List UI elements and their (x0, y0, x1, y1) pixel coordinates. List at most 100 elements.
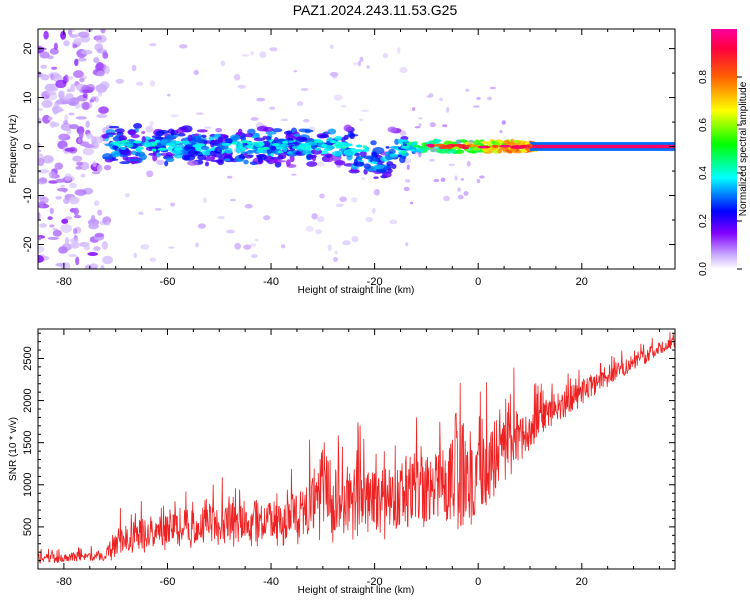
spectral-blob (49, 207, 54, 215)
spectral-blob (389, 153, 398, 158)
spectral-blob (480, 145, 487, 149)
spectral-blob (355, 149, 364, 153)
spectral-blob (256, 125, 269, 132)
spectral-blob (55, 79, 67, 89)
spectral-blob (76, 161, 83, 166)
spectral-blob (140, 244, 150, 250)
spectral-blob (334, 160, 346, 166)
spectral-blob (80, 173, 86, 178)
spectral-blob (427, 145, 435, 148)
spectral-blob (133, 122, 143, 129)
spectral-blob (55, 196, 62, 200)
spectral-blob (58, 90, 65, 100)
spectral-blob (309, 154, 318, 158)
spectral-blob (243, 244, 252, 250)
spectral-blob (98, 106, 109, 114)
spectral-blob (177, 132, 186, 137)
spectral-blob (166, 142, 176, 146)
spectral-blob (85, 120, 90, 128)
spectral-blob (486, 141, 492, 146)
spectral-blob (503, 140, 508, 145)
spectral-blob (154, 136, 164, 141)
spectral-blob (96, 70, 105, 77)
spectral-blob (88, 222, 99, 230)
spectral-blob (472, 105, 480, 108)
spectral-blob (373, 176, 379, 180)
spectral-blob (418, 123, 422, 127)
spectral-blob (329, 44, 334, 50)
spectral-blob (237, 84, 246, 89)
spectral-blob (457, 194, 464, 200)
spectral-blob (187, 150, 199, 157)
spectral-blob (385, 146, 390, 149)
spectral-blob (362, 148, 370, 152)
spectral-blob (38, 149, 42, 153)
spectral-blob (335, 203, 344, 207)
spectral-blob (440, 177, 446, 182)
colorbar-label: Normalized spectral amplitude (738, 81, 749, 216)
spectral-blob (433, 139, 441, 143)
spectral-blob (168, 246, 175, 249)
spectral-blob (39, 201, 45, 208)
spectral-blob (115, 78, 125, 84)
spectral-blob (38, 107, 43, 112)
spectral-blob (43, 30, 49, 40)
spectral-blob (244, 203, 253, 209)
spectral-blob (196, 129, 208, 133)
spectral-blob (145, 125, 154, 133)
snr-x-axis-label: Height of straight line (km) (298, 585, 415, 596)
spectral-blob (340, 105, 347, 108)
spectral-blob (38, 169, 50, 174)
spectral-blob (211, 155, 216, 160)
spectral-blob (100, 265, 105, 269)
spectral-blob (469, 144, 481, 148)
spectral-blob (409, 201, 414, 205)
spectral-blob (349, 132, 355, 140)
spectral-blob (38, 257, 42, 261)
spectral-blob (127, 129, 137, 135)
spectral-blob (135, 147, 143, 151)
spectral-blob (42, 114, 51, 124)
spectral-blob (327, 244, 332, 251)
spectral-blob (454, 149, 465, 154)
spectral-blob (422, 149, 427, 153)
spectral-blob (170, 202, 175, 207)
spectral-blob (131, 150, 137, 155)
spectral-blob (403, 186, 410, 191)
spectral-blob (142, 142, 152, 147)
spectral-blob (243, 159, 249, 165)
x-tick-label: 0 (475, 276, 481, 288)
spectral-blob (278, 152, 287, 160)
spectral-blob (38, 245, 45, 253)
spectral-blob (224, 138, 233, 144)
spectral-blob (355, 144, 363, 148)
spectral-blob (333, 94, 343, 101)
spectral-blob (304, 129, 314, 133)
spectral-blob (123, 143, 132, 147)
spectral-blob (38, 236, 42, 241)
y-tick-label: 1000 (22, 473, 34, 497)
spectral-blob (93, 56, 100, 64)
spectral-blob (38, 211, 41, 221)
spectral-blob (384, 151, 390, 155)
spectrogram-y-ticks: -20 -10 0 10 20 (22, 42, 675, 270)
spectral-blob (318, 134, 330, 139)
spectral-blob (373, 188, 380, 196)
spectral-blob (265, 131, 277, 135)
spectral-blob (66, 88, 72, 93)
spectral-blob (39, 177, 48, 184)
spectral-blob (102, 255, 114, 265)
spectral-blob (61, 218, 69, 224)
spectral-blob (272, 128, 283, 133)
spectral-blob (217, 159, 224, 166)
spectral-blob (244, 133, 254, 138)
spectral-blob (93, 200, 100, 207)
spectral-blob (479, 175, 485, 179)
spectral-blob (60, 122, 72, 131)
spectral-blob (371, 207, 376, 214)
spectral-blob (93, 246, 101, 252)
spectral-blob (286, 130, 293, 135)
spectral-blob (192, 135, 203, 139)
snr-x-ticks: -80 -60 -40 -20 0 20 (37, 329, 660, 588)
